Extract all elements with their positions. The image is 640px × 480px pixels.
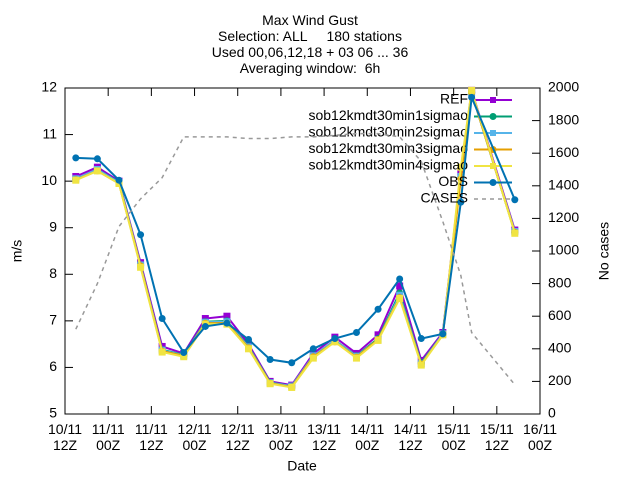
x-tick-label: 15/11 12Z (479, 421, 514, 453)
x-tick-label: 12/11 12Z (220, 421, 255, 453)
legend-marker (489, 113, 497, 120)
legend-marker (490, 97, 496, 103)
x-axis-label: Date (287, 458, 317, 474)
point (396, 275, 404, 283)
x-tick-label: 11/11 00Z (91, 421, 125, 453)
point (72, 176, 80, 184)
point (331, 335, 339, 343)
legend-label: sob12kmdt30min3sigmao (308, 140, 468, 156)
y2-tick-label: 0 (548, 405, 556, 421)
y-tick-label: 10 (41, 172, 57, 188)
x-tick-label: 14/11 00Z (350, 421, 385, 453)
point (223, 319, 231, 327)
y2-tick-label: 800 (548, 274, 572, 290)
legend-marker (490, 130, 496, 136)
point (158, 315, 166, 323)
point (137, 231, 145, 239)
y2-axis-label: No cases (596, 222, 612, 280)
point (93, 155, 101, 163)
x-tick-label: 16/11 00Z (523, 421, 557, 453)
point (374, 336, 382, 344)
point (137, 263, 145, 271)
legend-marker (490, 163, 496, 169)
y-tick-label: 7 (49, 312, 57, 328)
x-tick-label: 11/11 12Z (134, 421, 168, 453)
y2-tick-label: 400 (548, 340, 572, 356)
point (352, 329, 360, 336)
x-tick-label: 13/11 00Z (263, 421, 298, 453)
point (309, 345, 317, 353)
series-line (75, 132, 516, 386)
y-tick-label: 6 (49, 358, 57, 374)
legend-label: sob12kmdt30min4sigmao (308, 157, 468, 173)
x-tick-label: 15/11 00Z (436, 421, 471, 453)
point (511, 229, 519, 237)
point (245, 335, 253, 343)
point (180, 349, 188, 357)
point (115, 176, 123, 184)
y2-tick-label: 1800 (548, 111, 579, 127)
y2-tick-label: 200 (548, 372, 572, 388)
point (374, 305, 382, 313)
x-tick-label: 10/11 12Z (48, 421, 82, 453)
y-tick-label: 9 (49, 218, 57, 234)
point (288, 359, 296, 367)
point (266, 380, 274, 388)
point (93, 167, 101, 175)
legend-label: CASES (421, 190, 468, 206)
y2-tick-label: 1600 (548, 144, 579, 160)
point (309, 354, 317, 362)
y-tick-label: 8 (49, 265, 57, 281)
y2-tick-label: 2000 (548, 79, 579, 95)
point (396, 295, 404, 303)
point (245, 345, 253, 353)
point (468, 93, 476, 101)
y-axis-label: m/s (9, 240, 25, 263)
point (352, 354, 360, 362)
y-tick-label: 11 (42, 125, 57, 141)
point (201, 322, 209, 330)
point (468, 86, 476, 94)
y2-tick-label: 1200 (548, 209, 579, 225)
y2-tick-label: 1400 (548, 177, 579, 193)
point (511, 196, 519, 204)
point (417, 361, 425, 369)
legend-label: REF (440, 91, 468, 107)
point (439, 330, 447, 338)
point (158, 348, 166, 356)
y2-tick-label: 600 (548, 307, 572, 323)
point (457, 198, 465, 206)
point (266, 356, 274, 364)
x-tick-label: 12/11 00Z (177, 421, 212, 453)
legend-label: sob12kmdt30min2sigmao (308, 124, 468, 140)
point (288, 383, 296, 391)
y-tick-label: 12 (41, 79, 57, 95)
point (417, 335, 425, 343)
legend-marker (489, 179, 497, 186)
legend-label: sob12kmdt30min1sigmao (308, 107, 468, 123)
x-tick-label: 13/11 12Z (307, 421, 342, 453)
y2-tick-label: 1000 (548, 242, 579, 258)
chart-title: Max Wind Gust Selection: ALL 180 station… (211, 12, 409, 76)
x-tick-label: 14/11 12Z (393, 421, 428, 453)
point (72, 154, 80, 162)
legend-label: OBS (438, 173, 468, 189)
y-tick-label: 5 (49, 405, 57, 421)
